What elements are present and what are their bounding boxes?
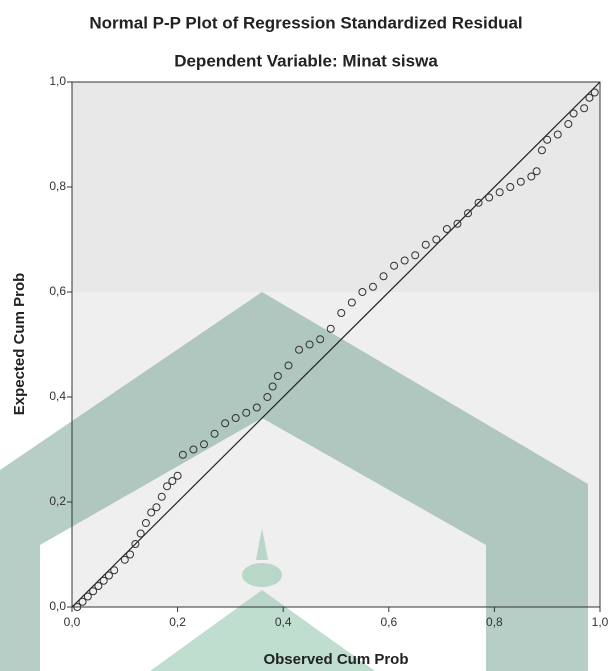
point	[263, 393, 272, 401]
point	[543, 135, 552, 144]
point	[464, 209, 472, 218]
point	[421, 240, 430, 249]
point	[411, 251, 420, 260]
point	[337, 309, 346, 317]
point	[120, 555, 129, 564]
plot-shade	[72, 82, 600, 292]
watermark	[0, 292, 588, 671]
point	[242, 408, 251, 417]
point	[569, 109, 578, 118]
point	[295, 345, 304, 354]
point	[141, 519, 150, 527]
point	[131, 540, 140, 548]
point	[89, 587, 98, 596]
point	[189, 445, 198, 454]
point	[168, 477, 177, 485]
point	[390, 261, 399, 270]
point	[400, 256, 409, 265]
x-tick-label: 0,0	[64, 615, 81, 629]
point	[590, 88, 599, 97]
point	[485, 193, 494, 202]
point	[516, 177, 525, 186]
point	[221, 419, 230, 428]
point	[326, 324, 335, 333]
point	[358, 288, 367, 296]
point	[506, 183, 515, 191]
point	[83, 592, 92, 601]
x-tick-label: 0,2	[169, 615, 186, 629]
point	[231, 414, 240, 422]
point	[580, 104, 589, 113]
point	[136, 529, 145, 538]
x-tick-label: 0,8	[486, 615, 503, 629]
y-tick-label: 0,6	[49, 284, 66, 298]
point	[537, 146, 546, 155]
point	[379, 272, 388, 281]
point	[173, 471, 182, 480]
y-tick-label: 1,0	[49, 74, 66, 88]
point	[252, 403, 261, 412]
point	[347, 298, 356, 307]
point	[157, 492, 166, 501]
y-tick-label: 0,4	[49, 389, 66, 403]
point	[73, 603, 82, 611]
y-tick-label: 0,8	[49, 179, 66, 193]
point	[453, 219, 462, 228]
x-tick-label: 0,6	[380, 615, 397, 629]
point	[110, 566, 119, 575]
point	[200, 440, 208, 449]
point	[474, 198, 483, 207]
point	[532, 167, 541, 176]
point	[99, 576, 108, 585]
point	[163, 482, 172, 491]
point	[564, 120, 573, 128]
x-axis-label: Observed Cum Prob	[263, 651, 408, 668]
reference-line	[71, 81, 601, 608]
point	[495, 188, 504, 197]
point	[284, 361, 293, 370]
y-tick-label: 0,2	[49, 494, 66, 508]
point	[78, 597, 87, 606]
point	[316, 335, 325, 344]
point	[273, 372, 282, 380]
x-tick-label: 1,0	[592, 615, 609, 629]
point	[147, 508, 156, 517]
y-tick-label: 0,0	[49, 599, 66, 613]
y-axis-label: Expected Cum Prob	[11, 273, 28, 416]
point	[178, 450, 187, 459]
point	[268, 382, 277, 391]
point	[152, 503, 161, 512]
chart-title: Normal P-P Plot of Regression Standardiz…	[89, 13, 522, 32]
plot-frame	[71, 81, 601, 608]
point	[527, 172, 536, 181]
point	[94, 582, 103, 590]
chart-subtitle: Dependent Variable: Minat siswa	[174, 51, 438, 70]
x-tick-label: 0,4	[275, 615, 292, 629]
point	[305, 340, 314, 349]
point	[553, 130, 562, 139]
point	[368, 282, 377, 291]
point	[126, 550, 135, 559]
point	[104, 571, 113, 580]
point	[585, 93, 594, 102]
point	[210, 429, 219, 438]
point	[432, 235, 441, 244]
point	[442, 225, 451, 233]
